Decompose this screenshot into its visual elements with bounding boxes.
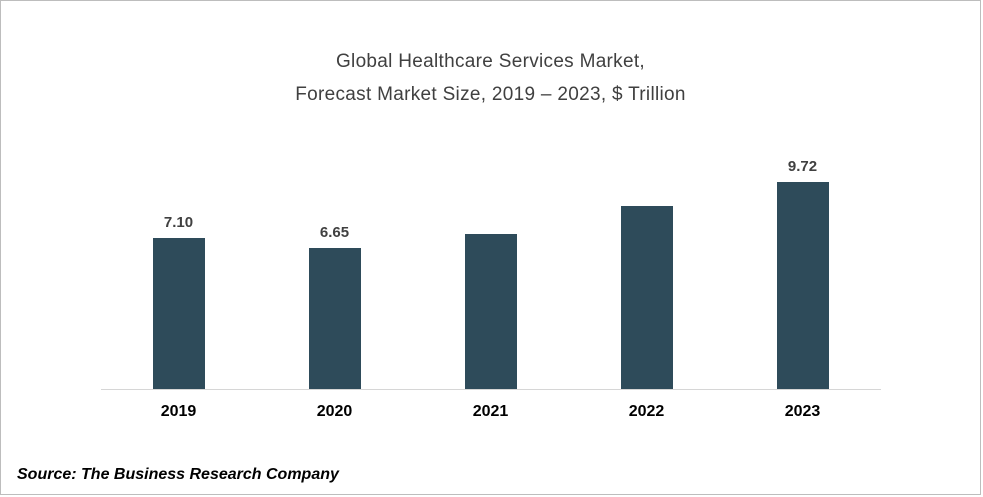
bar-group: 9.72 <box>725 158 881 389</box>
bar-value-label: 9.72 <box>787 158 818 175</box>
bar-group <box>413 234 569 389</box>
x-axis-tick-label: 2019 <box>160 403 197 420</box>
bar-group: 7.10 <box>101 214 257 389</box>
chart-area: 7.10 6.65 9.72 2019 2020 2021 2022 2023 <box>100 134 881 421</box>
x-axis-tick-label: 2020 <box>316 403 353 420</box>
x-axis-tick-label: 2022 <box>628 403 665 420</box>
x-axis-labels: 2019 2020 2021 2022 2023 <box>101 403 881 421</box>
bar <box>776 182 829 389</box>
bar <box>620 206 673 389</box>
bar <box>152 238 205 389</box>
bar-value-label: 6.65 <box>319 224 350 241</box>
bar <box>308 248 361 389</box>
bar-group: 6.65 <box>257 224 413 389</box>
x-axis-tick-label: 2021 <box>472 403 509 420</box>
chart-title-line2: Forecast Market Size, 2019 – 2023, $ Tri… <box>295 84 686 105</box>
chart-title-line1: Global Healthcare Services Market, <box>335 51 646 72</box>
x-axis-tick-label: 2023 <box>784 403 821 420</box>
bar-value-label: 7.10 <box>163 214 194 231</box>
source-note: Source: The Business Research Company <box>17 466 339 483</box>
bar <box>464 234 517 389</box>
chart-title: Global Healthcare Services Market, Forec… <box>1 45 980 111</box>
plot-area: 7.10 6.65 9.72 <box>100 134 881 390</box>
bar-group <box>569 206 725 389</box>
